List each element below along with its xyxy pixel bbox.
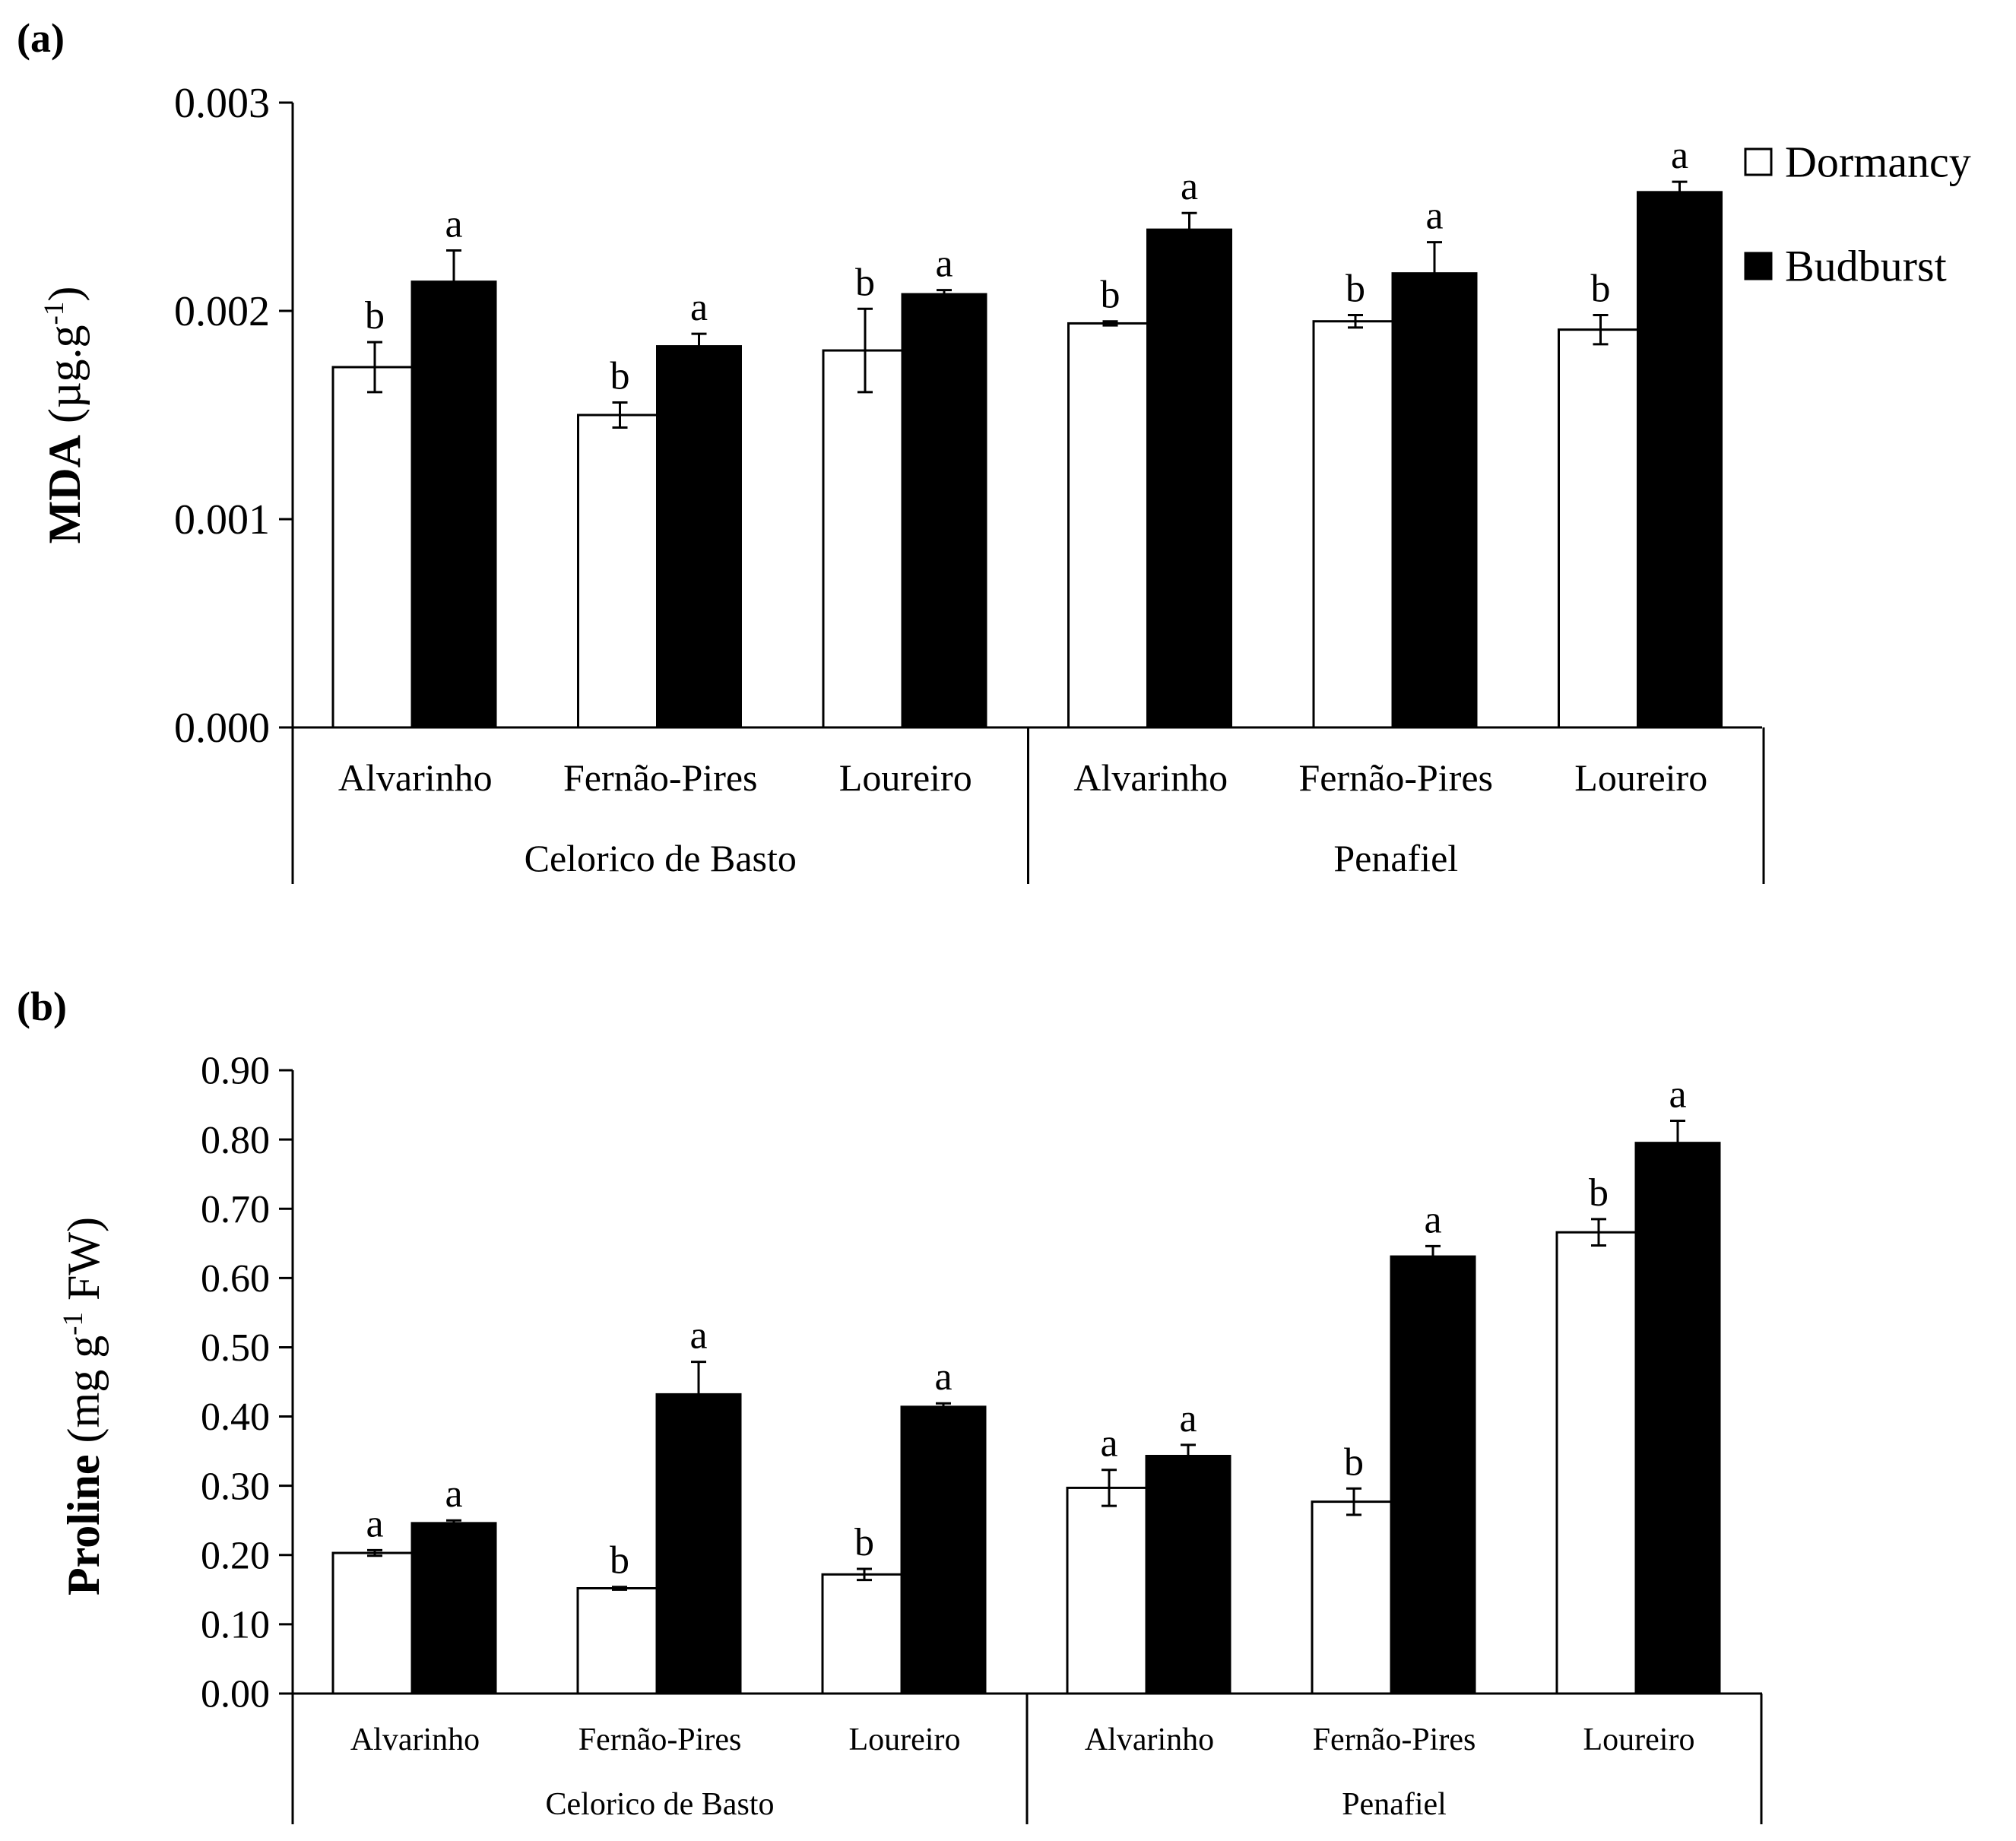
bar-budburst xyxy=(1634,1142,1721,1695)
bar-budburst xyxy=(900,1405,987,1695)
bar-dormancy xyxy=(1311,1500,1397,1695)
significance-letter: a xyxy=(445,203,462,246)
bar-dormancy xyxy=(1066,1486,1152,1695)
bar-dormancy xyxy=(822,349,908,729)
y-tick-label: 0.001 xyxy=(174,496,270,543)
legend-swatch-dormancy xyxy=(1744,147,1773,176)
category-label: Alvarinho xyxy=(1085,1722,1214,1757)
y-tick-label: 0.40 xyxy=(201,1396,270,1439)
bar-dormancy xyxy=(331,1551,418,1695)
legend-label-budburst: Budburst xyxy=(1785,242,1947,291)
bar-dormancy xyxy=(1312,320,1399,729)
bar-dormancy xyxy=(1555,1231,1642,1695)
bar-budburst xyxy=(1637,191,1723,729)
significance-letter: b xyxy=(1589,1171,1609,1215)
y-axis-label-superscript: -1 xyxy=(39,302,70,325)
bar-budburst xyxy=(656,345,742,729)
significance-letter: b xyxy=(1346,267,1365,310)
significance-letter: a xyxy=(366,1502,383,1545)
bar-budburst xyxy=(655,1393,742,1695)
y-tick-label: 0.002 xyxy=(174,288,270,335)
significance-letter: a xyxy=(1100,1422,1117,1466)
y-axis-label-unit: (mg g xyxy=(59,1336,109,1455)
bar-budburst xyxy=(410,1522,497,1695)
y-tick-label: 0.80 xyxy=(201,1119,270,1162)
bar-budburst xyxy=(410,280,497,729)
y-axis-label-main: Proline xyxy=(59,1454,109,1595)
bar-dormancy xyxy=(821,1573,908,1695)
significance-letter: a xyxy=(1424,1198,1441,1241)
legend-swatch-budburst xyxy=(1744,252,1773,280)
y-tick-label: 0.90 xyxy=(201,1050,270,1093)
significance-letter: b xyxy=(1101,274,1121,317)
y-tick-label: 0.50 xyxy=(201,1326,270,1370)
significance-letter: a xyxy=(690,286,708,329)
group-label: Celorico de Basto xyxy=(525,837,797,879)
bar-dormancy xyxy=(577,414,663,729)
group-label: Celorico de Basto xyxy=(546,1787,775,1822)
bar-budburst xyxy=(901,293,987,729)
significance-letter: a xyxy=(689,1314,707,1358)
category-label: Fernão-Pires xyxy=(578,1722,742,1757)
significance-letter: a xyxy=(1425,195,1443,238)
bar-dormancy xyxy=(331,366,418,729)
significance-letter: b xyxy=(610,1539,629,1583)
significance-letter: a xyxy=(1179,1397,1197,1440)
bar-dormancy xyxy=(1067,322,1153,729)
category-label: Loureiro xyxy=(1583,1722,1695,1757)
y-tick-label: 0.000 xyxy=(174,705,270,752)
bar-dormancy xyxy=(576,1587,663,1695)
y-axis-label-unit: (µg.g xyxy=(40,325,90,435)
y-tick-label: 0.30 xyxy=(201,1465,270,1508)
significance-letter: b xyxy=(854,1521,874,1564)
category-label: Fernão-Pires xyxy=(1299,756,1494,799)
y-axis-label-main: MDA xyxy=(40,435,90,543)
bar-budburst xyxy=(1146,228,1232,729)
bar-budburst xyxy=(1391,272,1478,729)
significance-letter: b xyxy=(855,261,875,304)
panel-label: (a) xyxy=(17,15,65,61)
y-axis-label: Proline (mg g-1 FW) xyxy=(58,1217,109,1595)
y-tick-label: 0.10 xyxy=(201,1604,270,1647)
y-axis-label-unit-end: FW) xyxy=(59,1217,109,1312)
group-label: Penafiel xyxy=(1342,1787,1447,1822)
significance-letter: a xyxy=(934,1355,952,1399)
bar-budburst xyxy=(1145,1454,1231,1695)
significance-letter: a xyxy=(1669,1073,1686,1117)
category-label: Fernão-Pires xyxy=(563,756,758,799)
y-tick-label: 0.00 xyxy=(201,1673,270,1716)
category-label: Alvarinho xyxy=(350,1722,480,1757)
group-label: Penafiel xyxy=(1333,837,1458,879)
y-tick-label: 0.60 xyxy=(201,1257,270,1301)
y-axis-label-unit-end: ) xyxy=(40,287,90,302)
y-axis-label-superscript: -1 xyxy=(58,1312,89,1336)
category-label: Alvarinho xyxy=(338,756,493,799)
category-label: Alvarinho xyxy=(1073,756,1228,799)
chart-panel-b: (b) Proline (mg g-1 FW) 0.00 0.10 0.20 0.30 0.… xyxy=(17,984,1763,1824)
category-label: Fernão-Pires xyxy=(1313,1722,1476,1757)
significance-letter: b xyxy=(610,355,630,398)
significance-letter: a xyxy=(445,1472,462,1516)
y-tick-label: 0.70 xyxy=(201,1188,270,1231)
significance-letter: b xyxy=(1591,267,1611,310)
category-label: Loureiro xyxy=(1574,756,1707,799)
significance-letter: b xyxy=(1344,1440,1364,1484)
significance-letter: a xyxy=(935,242,953,286)
significance-letter: b xyxy=(365,294,385,337)
significance-letter: a xyxy=(1671,134,1688,177)
category-label: Loureiro xyxy=(839,756,972,799)
panel-label: (b) xyxy=(17,984,67,1029)
category-label: Loureiro xyxy=(849,1722,961,1757)
y-tick-label: 0.003 xyxy=(174,80,270,127)
y-axis-label: MDA (µg.g-1) xyxy=(39,287,90,544)
y-tick-label: 0.20 xyxy=(201,1534,270,1577)
chart-panel-a: (a) MDA (µg.g-1) 0.000 0.001 0.002 0.003 Celor… xyxy=(17,15,1971,884)
bar-dormancy xyxy=(1558,328,1644,729)
significance-letter: a xyxy=(1181,165,1198,208)
legend-label-dormancy: Dormancy xyxy=(1785,138,1971,187)
bar-budburst xyxy=(1390,1255,1476,1695)
